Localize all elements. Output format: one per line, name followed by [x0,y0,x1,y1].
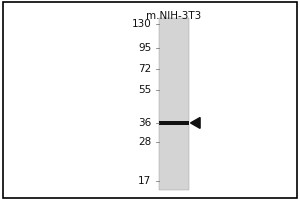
Text: m.NIH-3T3: m.NIH-3T3 [146,11,202,21]
Text: 28: 28 [138,137,152,147]
Text: 95: 95 [138,43,152,53]
Text: 72: 72 [138,64,152,74]
FancyBboxPatch shape [159,18,189,190]
FancyBboxPatch shape [3,2,297,198]
Text: 130: 130 [132,19,152,29]
Text: 55: 55 [138,85,152,95]
FancyBboxPatch shape [159,121,189,125]
Polygon shape [190,117,200,128]
Text: 36: 36 [138,118,152,128]
Text: 17: 17 [138,176,152,186]
